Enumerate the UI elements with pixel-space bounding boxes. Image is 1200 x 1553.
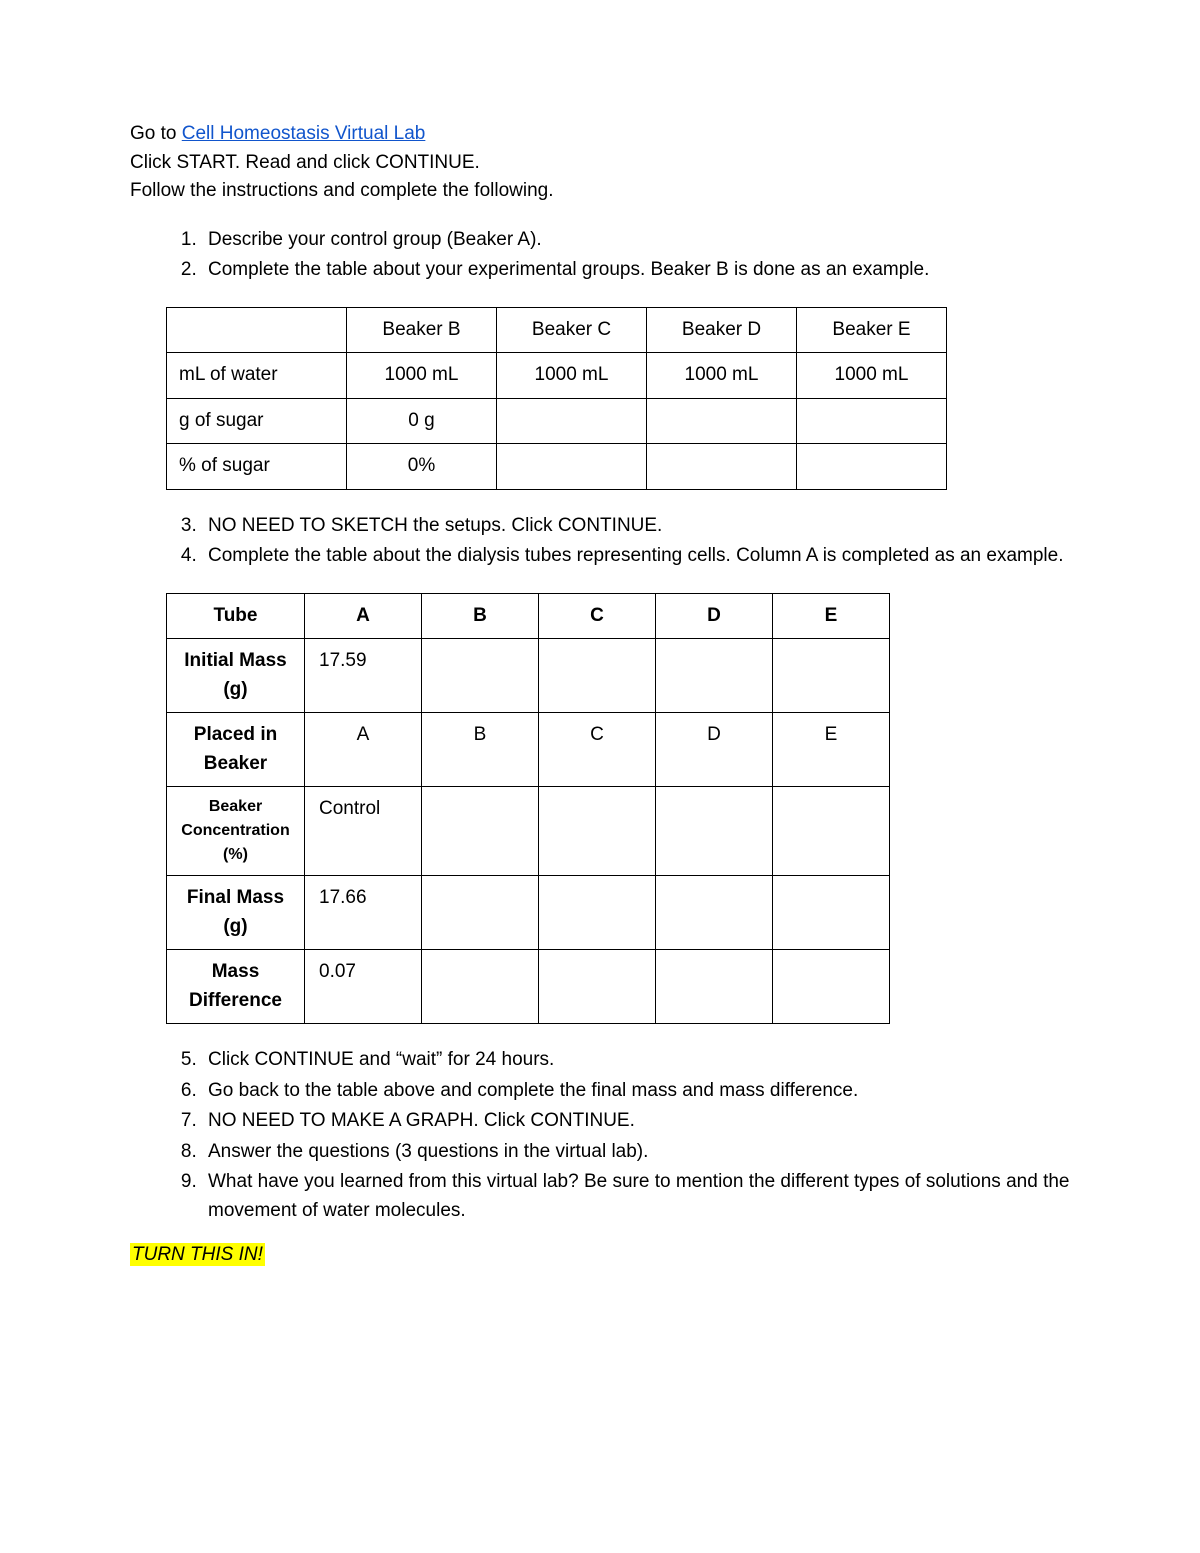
turn-in-line: TURN THIS IN! (130, 1241, 1070, 1270)
row-label-initial-mass: Initial Mass (g) (167, 639, 305, 713)
table-cell (656, 639, 773, 713)
instruction-list: Describe your control group (Beaker A). … (130, 226, 1070, 285)
table-cell (422, 787, 539, 876)
table-cell: 1000 mL (497, 353, 647, 399)
table-cell: 17.66 (305, 876, 422, 950)
table-cell-blank (167, 307, 347, 353)
list-item-6: Go back to the table above and complete … (202, 1077, 1070, 1106)
table-header-tube: Tube (167, 593, 305, 639)
row-label-beaker-concentration: Beaker Concentration (%) (167, 787, 305, 876)
list-item-2: Complete the table about your experiment… (202, 256, 1070, 285)
instruction-list-cont: NO NEED TO SKETCH the setups. Click CONT… (130, 512, 1070, 571)
table-cell (422, 950, 539, 1024)
table-cell (773, 787, 890, 876)
list-item-8: Answer the questions (3 questions in the… (202, 1138, 1070, 1167)
table-header-e: E (773, 593, 890, 639)
list-item-9: What have you learned from this virtual … (202, 1168, 1070, 1225)
list-item-4: Complete the table about the dialysis tu… (202, 542, 1070, 571)
table-cell: Control (305, 787, 422, 876)
dialysis-tubes-table: Tube A B C D E Initial Mass (g) 17.59 Pl… (166, 593, 890, 1025)
table-row: Tube A B C D E (167, 593, 890, 639)
table-cell: 1000 mL (797, 353, 947, 399)
table-header-c: C (539, 593, 656, 639)
table-row: g of sugar 0 g (167, 398, 947, 444)
table-cell (773, 639, 890, 713)
table-cell (422, 639, 539, 713)
row-label-g-sugar: g of sugar (167, 398, 347, 444)
table-row: Placed in Beaker A B C D E (167, 713, 890, 787)
table-cell (656, 950, 773, 1024)
virtual-lab-link[interactable]: Cell Homeostasis Virtual Lab (182, 123, 426, 144)
table-cell: 0.07 (305, 950, 422, 1024)
list-item-1: Describe your control group (Beaker A). (202, 226, 1070, 255)
table-cell (647, 398, 797, 444)
table-header-beaker-b: Beaker B (347, 307, 497, 353)
table-cell: B (422, 713, 539, 787)
table-row: Initial Mass (g) 17.59 (167, 639, 890, 713)
table-cell (497, 444, 647, 490)
table-cell (773, 950, 890, 1024)
table-cell (797, 444, 947, 490)
table-header-beaker-d: Beaker D (647, 307, 797, 353)
table-header-beaker-e: Beaker E (797, 307, 947, 353)
experimental-groups-table: Beaker B Beaker C Beaker D Beaker E mL o… (166, 307, 947, 490)
table-cell (539, 876, 656, 950)
list-item-3: NO NEED TO SKETCH the setups. Click CONT… (202, 512, 1070, 541)
table-row: % of sugar 0% (167, 444, 947, 490)
list-item-7: NO NEED TO MAKE A GRAPH. Click CONTINUE. (202, 1107, 1070, 1136)
table-header-d: D (656, 593, 773, 639)
table-cell (539, 639, 656, 713)
list-item-5: Click CONTINUE and “wait” for 24 hours. (202, 1046, 1070, 1075)
table-cell: D (656, 713, 773, 787)
row-label-final-mass: Final Mass (g) (167, 876, 305, 950)
table-cell: 1000 mL (647, 353, 797, 399)
goto-prefix: Go to (130, 123, 182, 144)
table-row: Mass Difference 0.07 (167, 950, 890, 1024)
row-label-ml-water: mL of water (167, 353, 347, 399)
table-cell (797, 398, 947, 444)
table-cell: A (305, 713, 422, 787)
table-row: Beaker Concentration (%) Control (167, 787, 890, 876)
row-label-pct-sugar: % of sugar (167, 444, 347, 490)
table-header-a: A (305, 593, 422, 639)
intro-line-1: Go to Cell Homeostasis Virtual Lab (130, 120, 1070, 149)
table-row: Beaker B Beaker C Beaker D Beaker E (167, 307, 947, 353)
table-row: Final Mass (g) 17.66 (167, 876, 890, 950)
table-cell (773, 876, 890, 950)
table-cell (656, 876, 773, 950)
document-page: Go to Cell Homeostasis Virtual Lab Click… (0, 0, 1200, 1369)
intro-line-3: Follow the instructions and complete the… (130, 177, 1070, 206)
table-cell (539, 950, 656, 1024)
table-cell: 0 g (347, 398, 497, 444)
table-cell (497, 398, 647, 444)
turn-in-highlight: TURN THIS IN! (130, 1243, 265, 1266)
instruction-list-cont2: Click CONTINUE and “wait” for 24 hours. … (130, 1046, 1070, 1225)
table-cell: 1000 mL (347, 353, 497, 399)
table-cell: C (539, 713, 656, 787)
table-header-b: B (422, 593, 539, 639)
table-cell (647, 444, 797, 490)
table-cell: E (773, 713, 890, 787)
table-cell: 0% (347, 444, 497, 490)
table-cell: 17.59 (305, 639, 422, 713)
table-cell (656, 787, 773, 876)
row-label-placed-in-beaker: Placed in Beaker (167, 713, 305, 787)
table-row: mL of water 1000 mL 1000 mL 1000 mL 1000… (167, 353, 947, 399)
table-cell (422, 876, 539, 950)
table-cell (539, 787, 656, 876)
row-label-mass-difference: Mass Difference (167, 950, 305, 1024)
intro-line-2: Click START. Read and click CONTINUE. (130, 149, 1070, 178)
table-header-beaker-c: Beaker C (497, 307, 647, 353)
